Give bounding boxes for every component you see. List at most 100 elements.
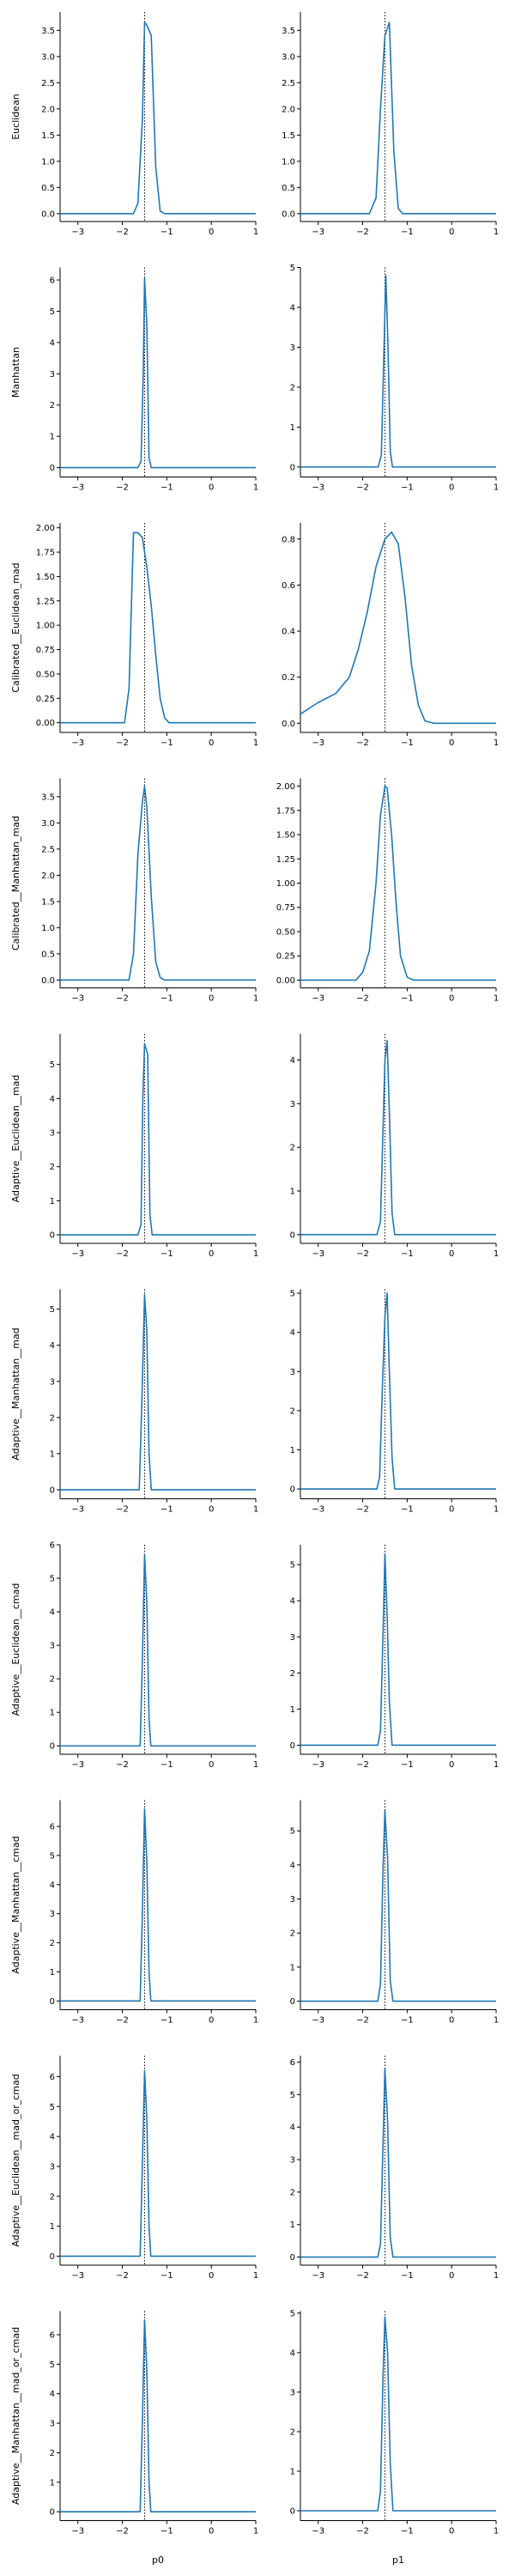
x-tick-label: 1 — [494, 2271, 499, 2281]
row-label: Adaptive__Euclidean__mad — [10, 1075, 21, 1203]
x-tick-label: 0 — [449, 2016, 454, 2026]
x-tick-label: −1 — [401, 2527, 414, 2537]
y-tick-label: 5 — [290, 1827, 295, 1837]
y-tick-label: 0.75 — [276, 903, 295, 913]
y-tick-label: 4 — [290, 1056, 295, 1066]
y-tick-label: 1.50 — [276, 831, 295, 841]
y-tick-label: 1.75 — [276, 806, 295, 816]
x-tick-label: −3 — [312, 2016, 324, 2026]
plot-r7-c1: 0 1 2 3 4 5 −3 −2 −1 0 1 — [290, 1800, 499, 2026]
x-tick-label: −3 — [312, 994, 324, 1004]
density-line — [300, 531, 496, 725]
x-tick-label: 0 — [449, 1505, 454, 1515]
y-tick-label: 2 — [50, 401, 55, 410]
y-tick-label: 5 — [50, 1575, 55, 1584]
y-tick-label: 5 — [290, 1561, 295, 1571]
density-line — [300, 785, 496, 981]
x-tick-label: −1 — [161, 2527, 173, 2537]
y-tick-label: 0.4 — [282, 628, 295, 637]
x-tick-label: −2 — [116, 483, 129, 493]
y-tick-label: 0.6 — [282, 581, 295, 591]
y-tick-label: 1.0 — [41, 157, 55, 167]
y-tick-label: 1 — [290, 1705, 295, 1715]
row-label: Adaptive__Euclidean__cmad — [10, 1583, 21, 1716]
y-tick-label: 3 — [290, 343, 295, 353]
x-tick-label: −2 — [116, 738, 129, 748]
y-tick-label: 3.0 — [41, 819, 55, 829]
y-tick-label: 6 — [50, 1541, 55, 1551]
y-tick-label: 5 — [50, 1305, 55, 1315]
x-tick-label: 0 — [449, 1249, 454, 1259]
y-tick-label: 0.00 — [276, 976, 295, 986]
x-tick-label: −3 — [312, 738, 324, 748]
row-label: Calibrated__Euclidean_mad — [10, 562, 21, 692]
y-tick-label: 1 — [50, 2478, 55, 2488]
y-tick-label: 2 — [50, 2449, 55, 2458]
y-tick-label: 0.8 — [282, 535, 295, 544]
x-tick-label: −1 — [401, 1249, 414, 1259]
plot-r4-c1: 0 1 2 3 4 −3 −2 −1 0 1 — [290, 1034, 499, 1259]
y-tick-label: 2 — [290, 1669, 295, 1679]
x-tick-label: 0 — [209, 738, 214, 748]
y-tick-label: 3 — [290, 1368, 295, 1377]
y-tick-label: 2.5 — [41, 845, 55, 854]
y-tick-label: 1.00 — [276, 879, 295, 889]
y-tick-label: 3 — [50, 1910, 55, 1919]
y-tick-label: 1.25 — [276, 855, 295, 865]
density-line — [300, 1552, 496, 1747]
y-tick-label: 1.5 — [41, 897, 55, 907]
x-tick-label: −1 — [161, 1505, 173, 1515]
y-tick-label: 6 — [290, 2058, 295, 2068]
x-tick-label: 1 — [494, 1760, 499, 1770]
y-tick-label: 6 — [50, 1823, 55, 1832]
y-tick-label: 3 — [290, 2156, 295, 2166]
y-tick-label: 2 — [290, 1929, 295, 1939]
plot-r2-c0: 0.00 0.25 0.50 0.75 1.00 1.25 1.50 1.75 2.00 −3 −2… — [36, 523, 258, 748]
x-tick-label: −1 — [161, 2271, 173, 2281]
x-tick-label: 1 — [253, 994, 258, 1004]
x-tick-label: 0 — [209, 483, 214, 493]
y-tick-label: 1.50 — [36, 573, 55, 582]
y-tick-label: 0 — [50, 2252, 55, 2262]
x-tick-label: −1 — [161, 1249, 173, 1259]
plot-r2-c1: 0.0 0.2 0.4 0.6 0.8 −3 −2 −1 0 1 — [282, 523, 499, 748]
row-label: Adaptive__Manhattan__mad_or_cmad — [10, 2327, 21, 2505]
y-tick-label: 6 — [50, 2073, 55, 2082]
x-tick-label: −1 — [161, 2016, 173, 2026]
density-line — [300, 21, 496, 215]
y-tick-label: 4 — [50, 1608, 55, 1618]
x-tick-label: −3 — [71, 1249, 84, 1259]
y-tick-label: 2.00 — [276, 782, 295, 792]
y-tick-label: 1.0 — [41, 924, 55, 933]
plot-r5-c0: 0 1 2 3 4 5 −3 −2 −1 0 1 — [50, 1289, 258, 1515]
plot-r3-c0: 0.0 0.5 1.0 1.5 2.0 2.5 3.0 3.5 −3 −2 −1 0 1 — [41, 778, 258, 1004]
x-tick-label: −2 — [116, 228, 129, 237]
plot-r6-c0: 0 1 2 3 4 5 6 −3 −2 −1 0 1 — [50, 1541, 259, 1771]
y-tick-label: 2.0 — [41, 105, 55, 114]
x-tick-label: −3 — [312, 1505, 324, 1515]
y-tick-label: 0 — [50, 1742, 55, 1752]
y-tick-label: 0 — [50, 2508, 55, 2518]
y-tick-label: 4 — [290, 2123, 295, 2133]
x-tick-label: −2 — [356, 1505, 369, 1515]
y-tick-label: 3 — [50, 2420, 55, 2429]
x-tick-label: −2 — [356, 738, 369, 748]
x-tick-label: −2 — [356, 1249, 369, 1259]
x-tick-label: −3 — [71, 1760, 84, 1770]
y-tick-label: 2 — [290, 2188, 295, 2197]
x-tick-label: −1 — [401, 2016, 414, 2026]
x-tick-label: −3 — [312, 483, 324, 493]
y-tick-label: 5 — [290, 2309, 295, 2318]
x-tick-label: −3 — [312, 1249, 324, 1259]
x-tick-label: 0 — [209, 2271, 214, 2281]
y-tick-label: 0 — [290, 1741, 295, 1751]
x-tick-label: 0 — [209, 994, 214, 1004]
y-tick-label: 0 — [290, 1997, 295, 2007]
density-line — [60, 1553, 256, 1747]
y-tick-label: 0 — [50, 1997, 55, 2007]
x-tick-label: −1 — [161, 738, 173, 748]
row-label: Calibrated__Manhattan_mad — [10, 816, 21, 951]
x-tick-label: 1 — [494, 738, 499, 748]
x-tick-label: 1 — [494, 994, 499, 1004]
